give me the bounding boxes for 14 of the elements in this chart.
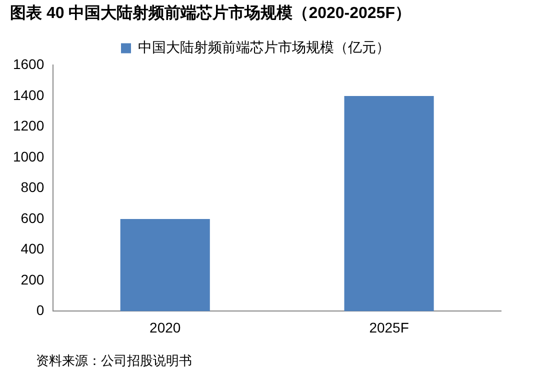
y-tick-label: 400 bbox=[20, 240, 44, 257]
legend-label: 中国大陆射频前端芯片市场规模（亿元） bbox=[138, 39, 390, 56]
y-tick-label: 600 bbox=[20, 210, 44, 226]
text: 资料来源：公司招股说明书 bbox=[36, 353, 192, 368]
y-tick-label: 1400 bbox=[12, 86, 44, 103]
y-tick-label: 1000 bbox=[12, 148, 44, 164]
y-tick-label: 1600 bbox=[12, 56, 44, 72]
x-tick-label: 2025F bbox=[369, 319, 409, 336]
y-tick-label: 800 bbox=[20, 179, 44, 196]
y-tick-label: 1200 bbox=[12, 118, 44, 134]
x-tick-label: 2020 bbox=[150, 319, 181, 336]
chart-title: 图表 40 中国大陆射频前端芯片市场规模（2020-2025F） bbox=[10, 4, 411, 22]
y-tick-label: 200 bbox=[20, 271, 44, 288]
y-tick-label: 0 bbox=[36, 302, 44, 318]
